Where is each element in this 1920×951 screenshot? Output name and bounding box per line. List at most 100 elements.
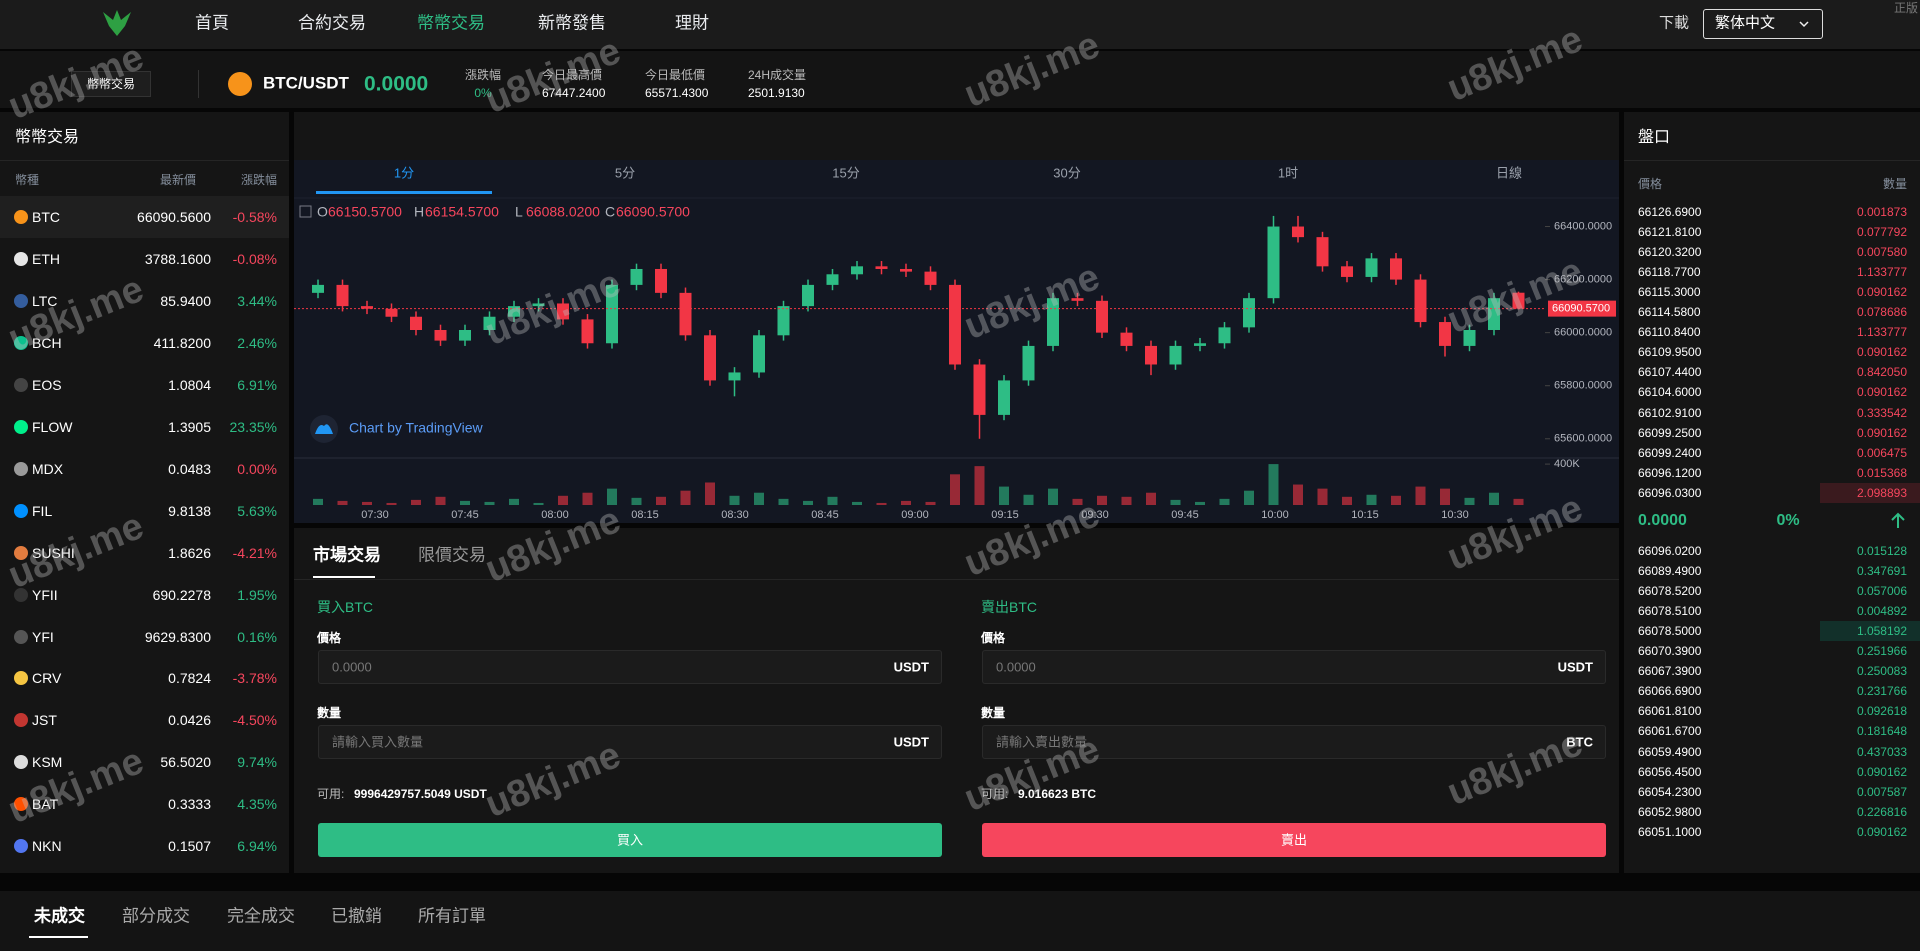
coin-name[interactable]: JST — [32, 712, 57, 729]
orders-tab[interactable]: 完全成交 — [227, 906, 295, 926]
coin-name[interactable]: ETH — [32, 250, 60, 267]
candle-body — [777, 306, 790, 336]
candle-body — [973, 364, 986, 415]
book-price: 66070.3900 — [1638, 644, 1702, 659]
coin-icon — [14, 419, 28, 434]
orders-tab[interactable]: 已撤銷 — [331, 906, 382, 926]
coin-name[interactable]: SUSHI — [32, 544, 75, 561]
x-tick-label: 10:15 — [1351, 509, 1379, 521]
book-amount: 1.133777 — [1856, 325, 1907, 340]
interval-underline — [316, 191, 492, 194]
coin-name[interactable]: LTC — [32, 292, 58, 309]
nav-item[interactable]: 首頁 — [195, 13, 229, 33]
price-input[interactable] — [982, 650, 1606, 684]
candle-body — [655, 268, 667, 293]
coin-change: 6.91% — [237, 376, 277, 393]
available-value: 9.016623 BTC — [1018, 787, 1097, 801]
coin-name[interactable]: BCH — [32, 334, 62, 351]
coin-name[interactable]: NKN — [32, 838, 62, 855]
amount-input[interactable] — [318, 725, 942, 759]
coin-icon — [14, 671, 28, 686]
volume-bar — [1293, 484, 1303, 505]
coin-change: -4.50% — [232, 712, 277, 729]
coin-name[interactable]: CRV — [32, 670, 62, 687]
book-last: 0.0000 — [1638, 512, 1687, 529]
coin-price: 1.8626 — [168, 544, 211, 561]
book-amount: 0.090162 — [1856, 425, 1907, 440]
book-amount: 2.098893 — [1856, 485, 1907, 500]
book-amount: 0.090162 — [1856, 764, 1907, 779]
stat-value: 67447.2400 — [542, 86, 606, 100]
book-price: 66107.4400 — [1638, 365, 1702, 380]
coin-change: 6.94% — [237, 838, 277, 855]
coin-name[interactable]: BAT — [32, 796, 59, 813]
book-price: 66089.4900 — [1638, 564, 1702, 579]
orders-tab[interactable]: 部分成交 — [122, 906, 190, 926]
coin-name[interactable]: EOS — [32, 376, 62, 393]
candle-body — [508, 306, 520, 317]
coin-change: 3.44% — [237, 292, 277, 309]
download-link[interactable]: 下載 — [1658, 14, 1690, 32]
form-tab[interactable]: 市場交易 — [313, 545, 381, 565]
candle-body — [1243, 298, 1255, 328]
candle-body — [606, 284, 618, 344]
candle-body — [802, 284, 814, 307]
volume-bar — [1317, 488, 1328, 505]
volume-bar — [411, 499, 421, 505]
coin-icon — [14, 335, 28, 350]
nav-item[interactable]: 合約交易 — [298, 13, 366, 33]
coin-name[interactable]: FLOW — [32, 418, 73, 435]
coin-icon — [14, 755, 28, 770]
input-unit: USDT — [893, 659, 929, 675]
amount-input[interactable] — [982, 725, 1606, 759]
interval-tab: 15分 — [832, 165, 859, 180]
language-select[interactable] — [1703, 9, 1823, 39]
coin-change: -3.78% — [232, 670, 277, 687]
price-input[interactable] — [318, 650, 942, 684]
coin-name[interactable]: BTC — [32, 209, 60, 225]
book-amount: 0.006475 — [1856, 445, 1907, 460]
form-tab[interactable]: 限價交易 — [418, 545, 486, 565]
candle-body — [312, 284, 324, 293]
book-amount: 0.090162 — [1856, 385, 1907, 400]
orders-tab[interactable]: 所有訂單 — [418, 906, 486, 926]
coin-name[interactable]: YFI — [32, 628, 54, 645]
book-price: 66051.1000 — [1638, 824, 1702, 839]
ohlc-key: L — [515, 204, 523, 220]
x-tick-label: 09:45 — [1171, 509, 1199, 521]
top-nav — [0, 0, 1920, 49]
expand-icon[interactable] — [299, 205, 312, 218]
nav-item[interactable]: 理財 — [675, 13, 709, 33]
submit-button[interactable] — [982, 823, 1606, 857]
logo[interactable] — [100, 6, 134, 40]
candle-body — [1169, 345, 1182, 365]
orders-tab[interactable]: 未成交 — [34, 906, 85, 926]
book-price: 66121.8100 — [1638, 225, 1702, 240]
available-label: 可用: — [317, 787, 345, 801]
nav-item[interactable]: 幣幣交易 — [417, 13, 485, 33]
y-tick-label: 66400.0000 — [1554, 220, 1612, 232]
nav-item[interactable]: 新幣發售 — [538, 13, 606, 33]
volume-bar — [1097, 495, 1107, 505]
coin-name[interactable]: MDX — [32, 460, 64, 477]
language-label: 繁体中文 — [1715, 14, 1776, 32]
coin-name[interactable]: FIL — [32, 502, 53, 519]
submit-label: 賣出 — [1280, 832, 1308, 848]
coin-icon — [14, 377, 28, 392]
col-header: 數量 — [1882, 177, 1907, 191]
book-price: 66115.3000 — [1638, 285, 1701, 300]
input-placeholder: 0.0000 — [332, 659, 372, 675]
book-price: 66061.8100 — [1638, 704, 1702, 719]
y-tick-label: 65800.0000 — [1554, 380, 1612, 392]
coin-change: -0.58% — [232, 209, 277, 225]
book-amount: 0.437033 — [1856, 744, 1907, 759]
coin-name[interactable]: YFII — [32, 586, 58, 603]
field-label: 數量 — [317, 706, 342, 720]
mode-button[interactable] — [71, 71, 151, 97]
submit-button[interactable] — [318, 823, 942, 857]
coin-name[interactable]: KSM — [32, 754, 63, 771]
volume-bar — [1489, 492, 1499, 505]
candle-body — [1341, 266, 1353, 277]
candle-body — [1047, 298, 1059, 346]
volume-bar — [876, 502, 887, 505]
